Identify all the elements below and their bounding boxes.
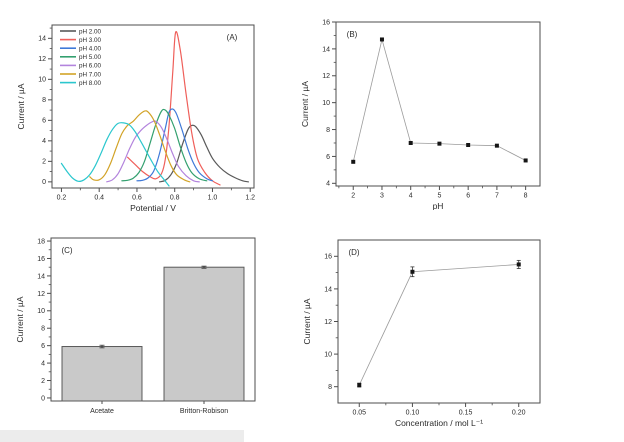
category-label: Acetate bbox=[90, 408, 114, 415]
chart-svg-c: 0 2 4 6 8 10 12 14 16 18 Current / µA (C) Acetate Bri… bbox=[15, 237, 256, 415]
x-tick-label: 0.2 bbox=[57, 195, 67, 202]
y-tick-label: 8 bbox=[328, 384, 332, 391]
x-tick-label: 0.6 bbox=[132, 195, 142, 202]
panel-b-current-vs-ph-chart: 4 6 8 10 12 14 16 2 3 4 5 6 7 8 pH Current / µA (B) bbox=[298, 4, 560, 210]
page-margin-strip bbox=[0, 430, 244, 442]
bar-britton-robison bbox=[163, 266, 245, 402]
x-tick-label: 0.10 bbox=[406, 410, 420, 417]
y-tick-label: 0 bbox=[41, 395, 45, 402]
legend-label: pH 3.00 bbox=[79, 37, 102, 44]
panel-letter-label: (A) bbox=[227, 33, 238, 42]
y-tick-label: 14 bbox=[38, 36, 46, 43]
data-point-marker bbox=[410, 269, 415, 274]
panel-a-voltammogram-chart: 0 2 4 6 8 10 12 14 0.2 0.4 0.6 0.8 1.0 1.2 Potential /… bbox=[8, 6, 274, 220]
y-tick-label: 2 bbox=[42, 159, 46, 166]
x-tick-label: 6 bbox=[466, 193, 470, 200]
legend-label: pH 4.00 bbox=[79, 46, 102, 53]
plot-box bbox=[335, 21, 541, 187]
x-tick-label: 0.20 bbox=[512, 410, 526, 417]
y-tick-label: 14 bbox=[322, 46, 330, 53]
x-tick-label: 3 bbox=[380, 193, 384, 200]
x-axis-label: Concentration / mol L⁻¹ bbox=[395, 418, 483, 428]
y-tick-label: 16 bbox=[324, 254, 332, 261]
y-axis-label: Current / µA bbox=[302, 298, 312, 344]
y-tick-label: 14 bbox=[37, 273, 45, 280]
y-tick-label: 12 bbox=[37, 291, 45, 298]
series-curve-ph-8-00 bbox=[60, 122, 170, 187]
plot-box bbox=[337, 239, 541, 404]
y-tick-label: 8 bbox=[42, 97, 46, 104]
y-axis-label: Current / µA bbox=[16, 83, 26, 129]
y-tick-label: 8 bbox=[326, 127, 330, 134]
connector-line bbox=[358, 264, 519, 386]
data-point-marker bbox=[379, 37, 384, 42]
data-point-marker bbox=[516, 262, 521, 267]
panel-letter-label: (B) bbox=[347, 30, 358, 39]
x-tick-label: 2 bbox=[351, 193, 355, 200]
y-tick-label: 6 bbox=[41, 343, 45, 350]
y-tick-label: 4 bbox=[42, 138, 46, 145]
y-tick-label: 16 bbox=[37, 256, 45, 263]
series-curve-ph-7-00 bbox=[89, 110, 191, 183]
chart-svg-a: 0 2 4 6 8 10 12 14 0.2 0.4 0.6 0.8 1.0 1.2 Potential /… bbox=[16, 24, 255, 213]
panel-c-buffer-bar-chart: 0 2 4 6 8 10 12 14 16 18 Current / µA (C) Acetate Bri… bbox=[8, 226, 274, 426]
legend-label: pH 5.00 bbox=[79, 54, 102, 61]
y-tick-label: 18 bbox=[37, 238, 45, 245]
y-tick-label: 14 bbox=[324, 286, 332, 293]
x-tick-label: 0.4 bbox=[94, 195, 104, 202]
x-tick-label: 8 bbox=[524, 193, 528, 200]
y-tick-label: 12 bbox=[38, 56, 46, 63]
series-curve-ph-6-00 bbox=[106, 120, 200, 183]
y-tick-label: 16 bbox=[322, 19, 330, 26]
data-point-marker bbox=[523, 158, 528, 163]
panel-letter-label: (D) bbox=[348, 248, 359, 257]
legend-label: pH 2.00 bbox=[79, 28, 102, 35]
y-tick-label: 12 bbox=[324, 319, 332, 326]
category-label: Britton-Robison bbox=[180, 408, 228, 415]
chart-svg-d: 8 10 12 14 16 0.05 0.10 0.15 0.20 Concentration /… bbox=[302, 239, 541, 428]
data-point-marker bbox=[494, 143, 499, 148]
x-tick-label: 5 bbox=[437, 193, 441, 200]
x-tick-label: 1.0 bbox=[208, 195, 218, 202]
data-point-marker bbox=[466, 143, 471, 147]
x-axis-label: pH bbox=[433, 201, 444, 210]
x-tick-label: 7 bbox=[495, 193, 499, 200]
y-tick-label: 6 bbox=[326, 154, 330, 161]
panel-d-current-vs-concentration-chart: 8 10 12 14 16 0.05 0.10 0.15 0.20 Concentration /… bbox=[298, 226, 560, 436]
series-curve-ph-5-00 bbox=[121, 108, 208, 182]
x-tick-label: 0.05 bbox=[352, 410, 366, 417]
legend-label: pH 8.00 bbox=[79, 80, 102, 87]
x-tick-label: 0.8 bbox=[170, 195, 180, 202]
panel-letter-label: (C) bbox=[61, 246, 72, 255]
x-tick-label: 1.2 bbox=[245, 195, 255, 202]
data-point-marker bbox=[437, 141, 442, 146]
y-tick-label: 0 bbox=[42, 179, 46, 186]
x-tick-label: 4 bbox=[409, 193, 413, 200]
y-tick-label: 10 bbox=[324, 352, 332, 359]
series-curve-ph-3-00 bbox=[126, 30, 221, 186]
x-tick-label: 0.15 bbox=[459, 410, 473, 417]
x-axis-label: Potential / V bbox=[130, 203, 176, 213]
legend-label: pH 6.00 bbox=[79, 63, 102, 70]
y-tick-label: 8 bbox=[41, 326, 45, 333]
y-tick-label: 6 bbox=[42, 118, 46, 125]
y-tick-label: 10 bbox=[322, 100, 330, 107]
series-curve-ph-4-00 bbox=[136, 108, 214, 182]
y-tick-label: 2 bbox=[41, 378, 45, 385]
y-axis-label: Current / µA bbox=[300, 81, 310, 127]
data-point-marker bbox=[357, 383, 362, 388]
y-axis-label: Current / µA bbox=[15, 296, 25, 342]
plot-box bbox=[51, 24, 255, 189]
chart-svg-b: 4 6 8 10 12 14 16 2 3 4 5 6 7 8 pH Current / µA (B) bbox=[300, 19, 541, 210]
y-tick-label: 4 bbox=[326, 181, 330, 188]
y-tick-label: 10 bbox=[37, 308, 45, 315]
legend-label: pH 7.00 bbox=[79, 71, 102, 78]
data-point-marker bbox=[408, 140, 413, 145]
bar-acetate bbox=[61, 346, 143, 402]
y-tick-label: 10 bbox=[38, 77, 46, 84]
y-tick-label: 4 bbox=[41, 360, 45, 367]
y-tick-label: 12 bbox=[322, 73, 330, 80]
data-point-marker bbox=[351, 159, 356, 164]
